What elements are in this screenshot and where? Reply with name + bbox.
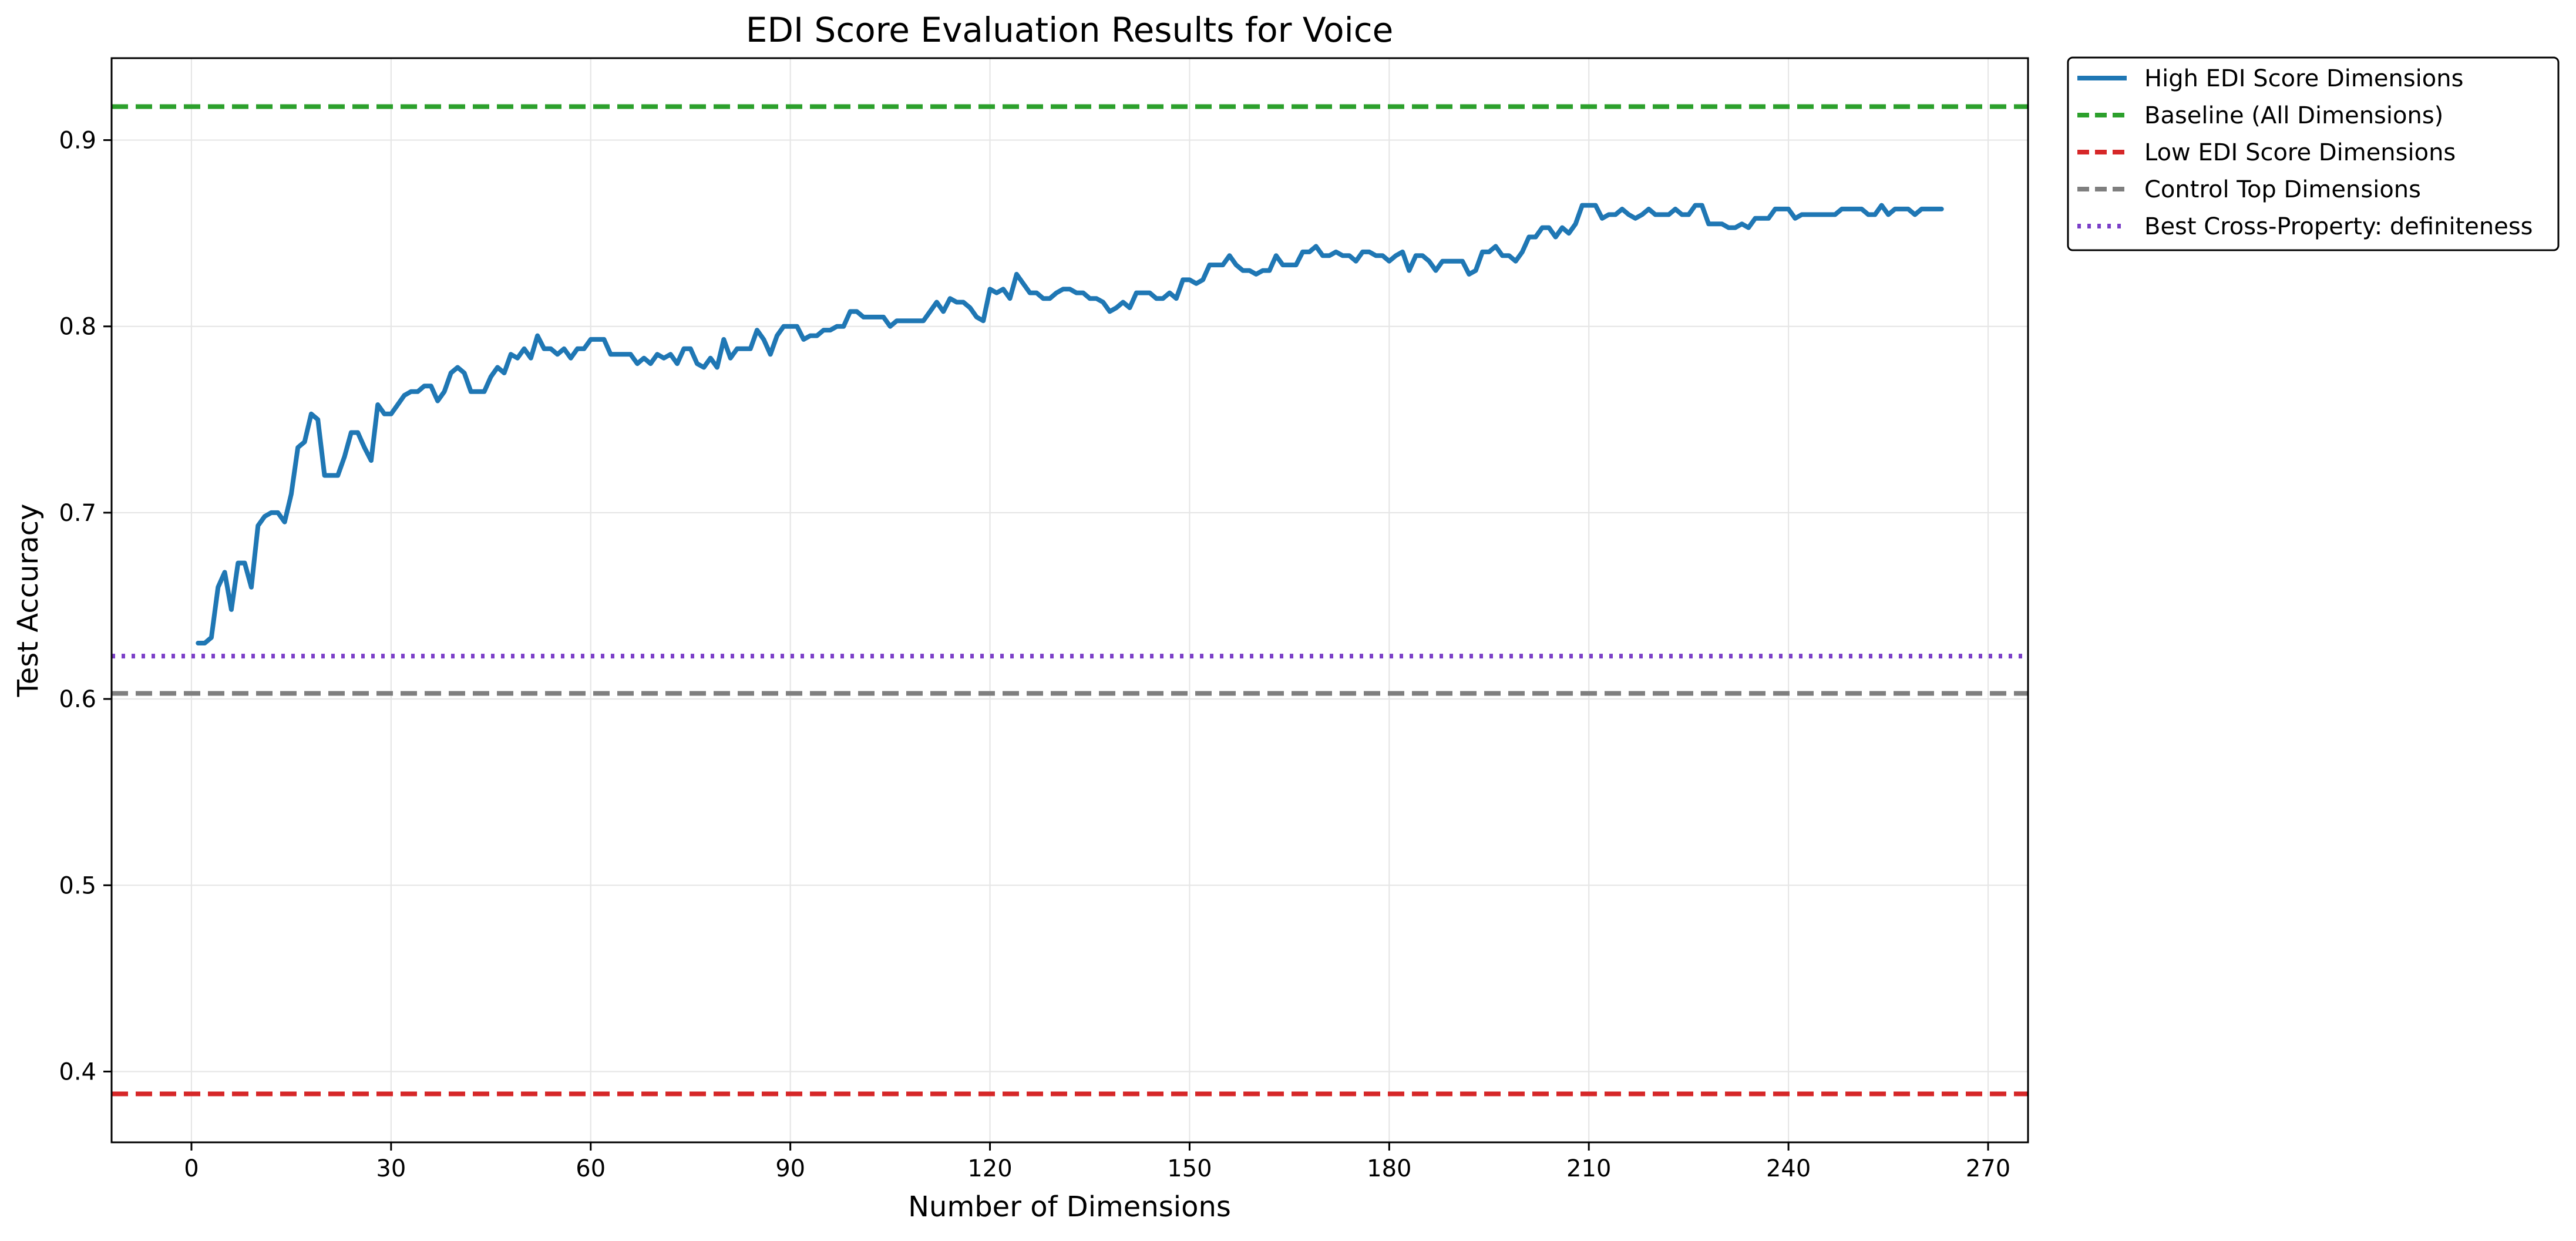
grid-layer bbox=[112, 58, 2028, 1142]
legend: High EDI Score Dimensions Baseline (All D… bbox=[2067, 56, 2560, 251]
tick-layer: 0 30 60 90 120 150 180 210 240 270 0.4 0.5 0.6 0.7 0.8… bbox=[59, 127, 2010, 1182]
series-layer bbox=[112, 104, 2028, 1097]
plot-area-frame bbox=[110, 57, 2029, 1144]
plot-area-background bbox=[112, 58, 2028, 1142]
x-tick-label: 270 bbox=[1966, 1155, 2010, 1182]
high-edi-score-dimensions-line bbox=[196, 203, 1944, 645]
legend-label-control-top-dimensions: Control Top Dimensions bbox=[2144, 176, 2421, 203]
y-tick-label: 0.8 bbox=[59, 314, 96, 341]
y-tick-label: 0.4 bbox=[59, 1058, 96, 1085]
x-tick-label: 0 bbox=[184, 1155, 199, 1182]
y-tick-label: 0.9 bbox=[59, 127, 96, 154]
y-tick-label: 0.7 bbox=[59, 500, 96, 527]
x-tick-label: 120 bbox=[967, 1155, 1012, 1182]
legend-label-low-edi-score-dimensions: Low EDI Score Dimensions bbox=[2144, 139, 2456, 166]
y-axis-label: Test Accuracy bbox=[12, 504, 45, 698]
y-tick-label: 0.6 bbox=[59, 686, 96, 713]
y-tick-label: 0.5 bbox=[59, 872, 96, 899]
x-tick-label: 60 bbox=[576, 1155, 606, 1182]
legend-label-high-edi-score-dimensions: High EDI Score Dimensions bbox=[2144, 65, 2463, 92]
legend-label-best-cross-property-definiteness: Best Cross-Property: definiteness bbox=[2144, 213, 2533, 240]
x-tick-label: 240 bbox=[1766, 1155, 1811, 1182]
x-tick-label: 150 bbox=[1167, 1155, 1212, 1182]
legend-label-baseline-all-dimensions: Baseline (All Dimensions) bbox=[2144, 102, 2443, 129]
x-tick-label: 210 bbox=[1566, 1155, 1611, 1182]
x-tick-label: 90 bbox=[775, 1155, 805, 1182]
legend-frame bbox=[2067, 56, 2560, 251]
x-axis-label: Number of Dimensions bbox=[908, 1190, 1231, 1223]
x-tick-label: 30 bbox=[376, 1155, 406, 1182]
x-tick-label: 180 bbox=[1367, 1155, 1411, 1182]
chart-title: EDI Score Evaluation Results for Voice bbox=[746, 10, 1394, 50]
legend-entries: High EDI Score Dimensions Baseline (All D… bbox=[2077, 65, 2533, 240]
